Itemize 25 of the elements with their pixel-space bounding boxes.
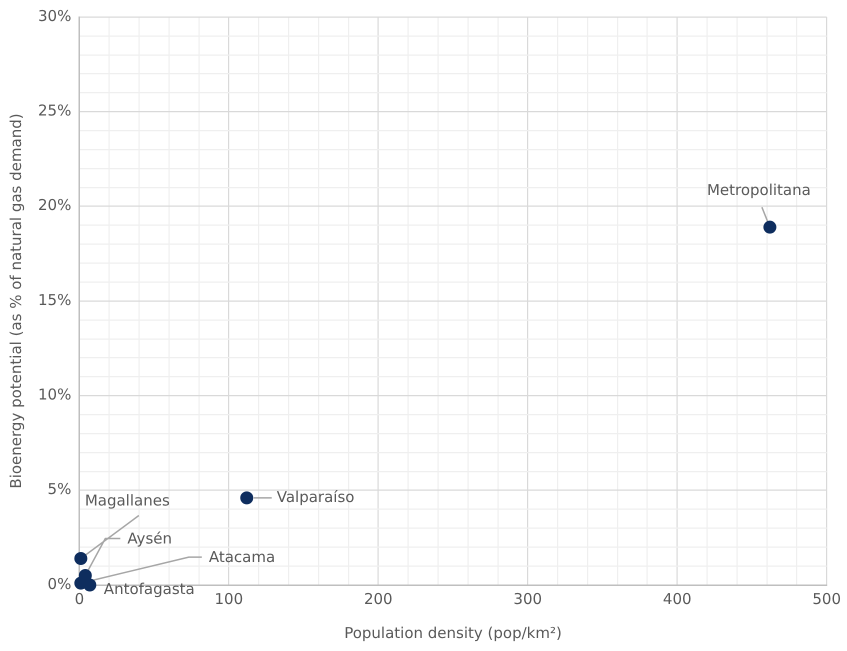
y-tick-label: 20% — [38, 196, 72, 214]
y-tick-label: 5% — [48, 480, 72, 498]
y-tick-label: 30% — [38, 6, 72, 25]
x-tick-label: 500 — [812, 590, 842, 608]
point — [763, 220, 776, 234]
annotation: Magallanes — [84, 491, 170, 510]
x-tick-label: 200 — [364, 590, 393, 608]
annotation: Aysén — [127, 529, 172, 548]
annotation: Metropolitana — [706, 181, 811, 200]
y-tick-label: 25% — [38, 102, 72, 120]
x-tick-label: 400 — [662, 590, 692, 608]
annotation: Valparaíso — [276, 488, 354, 506]
y-axis-title: Bioenergy potential (as % of natural gas demand) — [6, 113, 25, 489]
point — [83, 578, 96, 592]
y-tick-label: 0% — [48, 574, 72, 593]
x-tick-label: 0 — [74, 590, 84, 608]
x-tick-label: 300 — [513, 590, 542, 608]
annotation: Antofagasta — [104, 580, 195, 598]
annotation: Atacama — [208, 548, 276, 566]
y-tick-label: 15% — [38, 290, 72, 309]
y-tick-label: 10% — [38, 386, 72, 404]
point — [240, 491, 254, 504]
x-axis-title: Population density (pop/km²) — [344, 624, 562, 642]
point — [74, 552, 88, 565]
x-tick-label: 100 — [214, 590, 244, 608]
